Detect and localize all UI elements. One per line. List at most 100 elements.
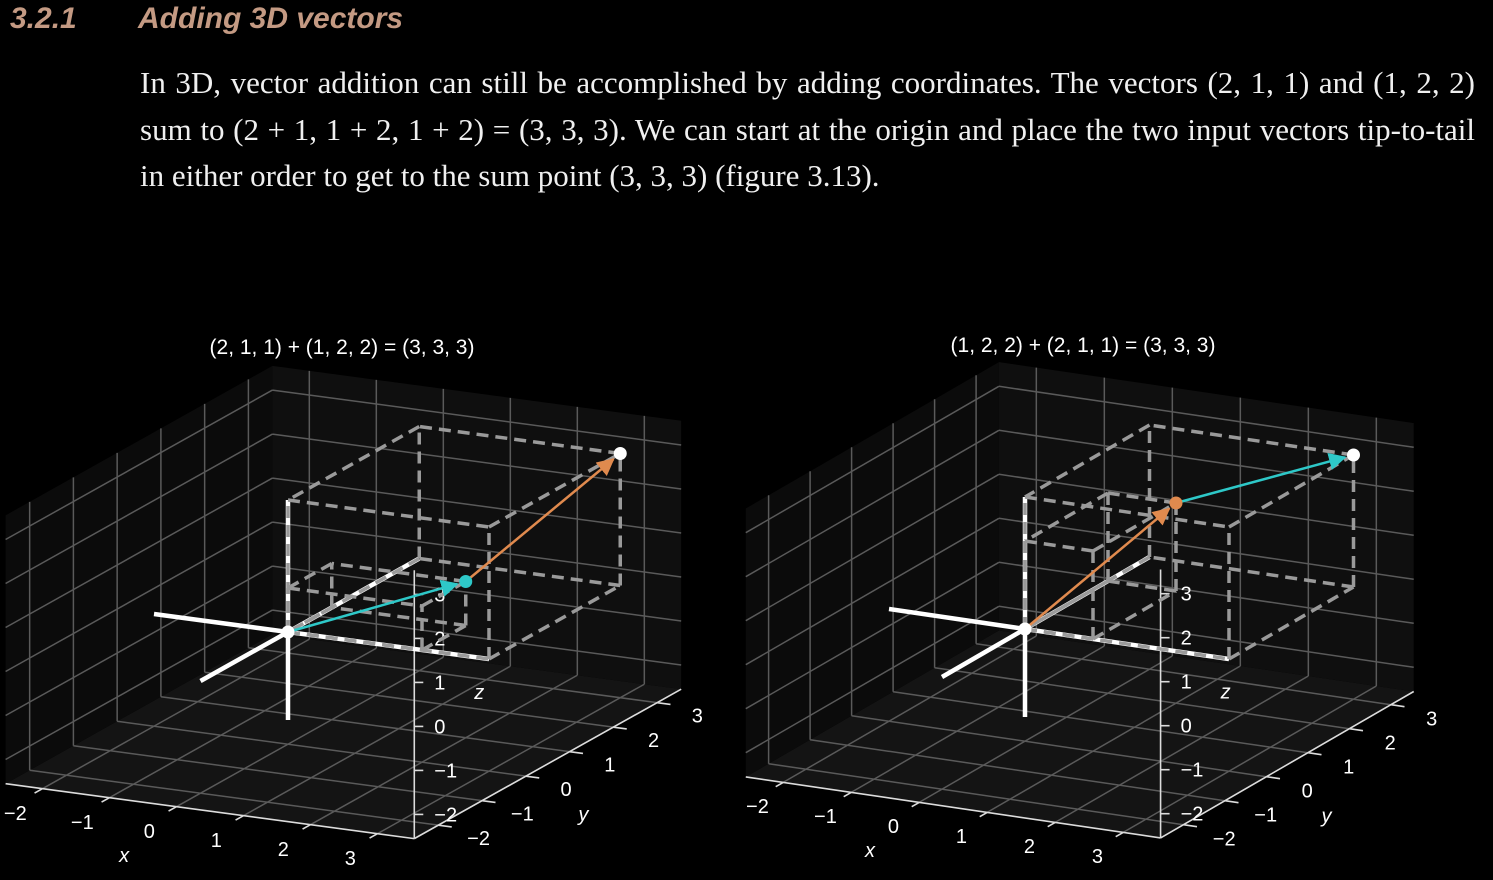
box-edge — [287, 586, 423, 608]
gridline — [272, 433, 682, 490]
y-tick-label: 2 — [648, 730, 659, 752]
y-tick-label: 1 — [1343, 756, 1354, 778]
gridline — [42, 638, 310, 790]
gridline — [998, 385, 1414, 449]
pane-back — [998, 362, 1414, 692]
chart-title: (1, 2, 2) + (2, 1, 1) = (3, 3, 3) — [951, 334, 1216, 357]
gridline — [851, 714, 1267, 778]
x-tick-label: 3 — [345, 848, 356, 870]
z-tick-label: 0 — [434, 716, 445, 738]
box-edge — [331, 605, 466, 628]
y-tick-label: 0 — [560, 779, 571, 801]
box-edge — [1024, 627, 1230, 661]
y-tick-label: −1 — [511, 804, 534, 826]
gridline — [745, 605, 1000, 754]
gridline — [5, 433, 273, 585]
chart-title: (2, 1, 1) + (1, 2, 2) = (3, 3, 3) — [210, 336, 475, 359]
box-edge — [421, 623, 467, 652]
y-tick-label: 2 — [1385, 732, 1396, 754]
gridline — [160, 696, 570, 753]
intermediate-point — [1169, 496, 1183, 510]
box-edge — [1149, 555, 1354, 589]
y-tick-label: 3 — [692, 706, 703, 728]
gridline — [998, 605, 1414, 669]
y-tick-label: 1 — [604, 755, 615, 777]
x-axis-line — [5, 782, 415, 840]
y-axis-line — [1160, 690, 1415, 839]
gridline — [5, 389, 273, 541]
gridline — [918, 655, 1173, 804]
x-tick — [1047, 821, 1056, 828]
gridline — [809, 738, 1226, 802]
box-edge — [1107, 579, 1177, 593]
box-edge — [1024, 423, 1151, 499]
x-tick — [775, 781, 784, 788]
x-tick-label: −2 — [746, 796, 769, 818]
x-tick — [34, 787, 43, 794]
y-tick — [481, 799, 496, 804]
origin-point — [1018, 622, 1032, 636]
x-tick-label: 2 — [278, 839, 289, 861]
x-tick — [843, 791, 852, 798]
gridline — [204, 671, 614, 728]
gridline — [986, 665, 1241, 814]
box-edge — [287, 561, 333, 590]
y-tick — [1183, 823, 1198, 828]
section-number: 3.2.1 — [10, 2, 77, 35]
x-axis-label: x — [118, 845, 130, 867]
pane-floor — [745, 630, 1414, 838]
vector-arrow-teal — [1175, 453, 1347, 505]
x-tick-label: 1 — [211, 830, 222, 852]
z-tick-label: 1 — [434, 672, 445, 694]
z-tick-label: −2 — [434, 804, 457, 826]
gridline — [176, 656, 444, 808]
vector-arrow-orange — [1024, 507, 1171, 630]
y-tick-label: −1 — [1254, 804, 1277, 826]
box-edge — [488, 583, 622, 661]
gridline — [850, 645, 1105, 794]
gridline — [272, 477, 682, 534]
y-tick — [1224, 799, 1239, 804]
body-paragraph: In 3D, vector addition can still be acco… — [140, 65, 1475, 193]
gridline — [745, 561, 1000, 710]
gridline — [998, 561, 1414, 625]
y-tick-label: −2 — [467, 828, 490, 850]
vector-arrow-orange — [464, 458, 615, 583]
x-tick — [1115, 831, 1124, 838]
x-axis-label: x — [864, 840, 876, 862]
gridline — [310, 674, 578, 826]
intermediate-point — [459, 575, 473, 588]
z-tick-label: 3 — [1181, 584, 1192, 606]
x-tick-label: 1 — [956, 826, 967, 848]
gridline — [377, 683, 645, 835]
y-tick-label: −2 — [1213, 828, 1236, 850]
z-tick-label: 0 — [1181, 716, 1192, 738]
box-edge — [1092, 589, 1177, 641]
y-tick — [525, 775, 540, 779]
y-tick-label: 0 — [1302, 780, 1313, 802]
y-tick — [613, 726, 627, 730]
box-edge — [331, 561, 466, 584]
y-tick — [569, 750, 584, 755]
x-tick — [911, 801, 920, 808]
y-tick — [1266, 775, 1281, 780]
origin-x-axis — [888, 606, 1230, 662]
origin-x-axis — [153, 611, 490, 662]
y-tick — [438, 824, 452, 828]
z-tick-label: 1 — [1181, 672, 1192, 694]
y-tick — [656, 701, 671, 706]
x-tick — [235, 814, 244, 821]
y-axis-line — [413, 688, 682, 840]
x-tick — [101, 796, 110, 803]
gridline — [243, 665, 511, 817]
gridline — [272, 389, 682, 446]
box-edge — [419, 424, 621, 456]
gridline — [782, 635, 1037, 784]
x-tick-label: 0 — [888, 816, 899, 838]
y-tick — [1390, 703, 1405, 708]
gridline — [29, 769, 439, 826]
gridline — [998, 517, 1414, 581]
z-tick-label: 2 — [1181, 628, 1192, 650]
box-edge — [1024, 495, 1230, 529]
